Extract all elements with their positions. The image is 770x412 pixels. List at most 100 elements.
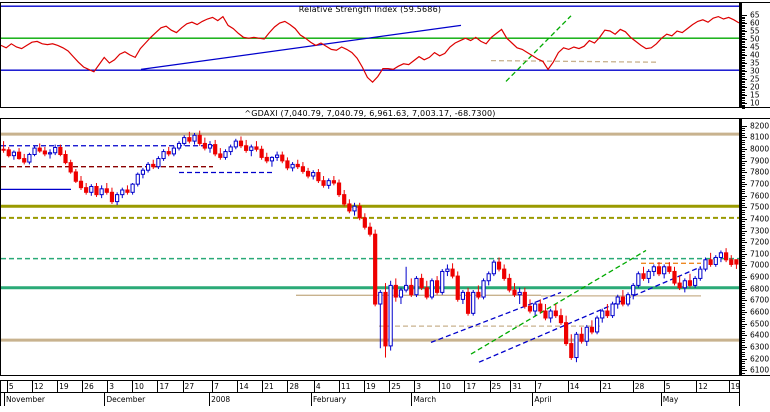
price-tick-6800 (742, 288, 747, 290)
candle-body (156, 158, 161, 168)
candle (207, 141, 213, 153)
candle (615, 294, 620, 309)
candle (625, 292, 631, 307)
rsi-minor-tick (742, 44, 745, 45)
candle (326, 178, 331, 189)
month-label-row: November December 2008 February March April Ma… (0, 393, 740, 406)
price-trendline-wedge-support-blue (478, 266, 702, 363)
price-tick-8200 (742, 125, 747, 127)
month-tick (104, 393, 106, 406)
candle-body (6, 149, 11, 157)
candle (187, 131, 192, 144)
candle-body (471, 291, 476, 314)
candle (275, 151, 280, 161)
price-minor-tick (742, 179, 745, 181)
month-label: February (312, 395, 347, 404)
candle-body (352, 205, 357, 212)
candle (543, 304, 548, 321)
candle (58, 144, 63, 157)
price-minor-tick (742, 200, 745, 202)
rsi-tick-label-10: 10 (750, 98, 760, 108)
candle (84, 183, 89, 195)
date-tick (57, 381, 59, 392)
price-minor-tick (742, 135, 745, 137)
price-panel[interactable]: ^GDAXI (7,040.79, 7,040.79, 6,961.63, 7,… (0, 109, 740, 376)
date-tick (632, 381, 634, 392)
candle-body (651, 266, 656, 272)
candle (32, 145, 37, 157)
price-tick-label-7900: 7900 (750, 155, 770, 165)
candle-body (558, 315, 564, 324)
candle-body (646, 270, 651, 279)
candle (89, 184, 94, 196)
date-label: 5 (8, 382, 14, 391)
price-minor-tick (742, 284, 745, 286)
rsi-minor-tick (742, 72, 745, 74)
candle-body (238, 140, 244, 147)
price-minor-tick (742, 328, 745, 330)
rsi-panel[interactable]: Relative Strength Index (59.5686) (0, 2, 740, 108)
candle-body (538, 303, 543, 312)
candle (682, 278, 687, 293)
candle-body (687, 280, 693, 286)
candle-body (496, 261, 502, 270)
price-tick-label-8100: 8100 (750, 132, 770, 142)
rsi-plot-area[interactable] (1, 3, 739, 107)
price-minor-tick (742, 302, 745, 304)
candle (388, 280, 393, 351)
candle-body (197, 134, 202, 144)
candle-body (53, 147, 58, 154)
candle (398, 287, 404, 305)
candle-body (667, 266, 672, 272)
price-minor-tick (742, 263, 745, 265)
candle (693, 276, 698, 288)
candle (357, 202, 362, 221)
rsi-tick-30 (742, 71, 747, 73)
price-minor-tick (742, 344, 745, 346)
candle-body (631, 284, 636, 296)
price-minor-tick (742, 258, 745, 260)
candle-body (693, 277, 698, 286)
price-minor-tick (742, 244, 745, 246)
rsi-tick-label-40: 40 (750, 50, 760, 60)
candle-body (440, 270, 445, 293)
rsi-tick-label-60: 60 (750, 18, 760, 28)
candle (182, 135, 187, 146)
candle-body (512, 289, 517, 296)
candle-body (166, 151, 171, 155)
rsi-minor-tick (742, 90, 745, 92)
candle (481, 278, 486, 300)
price-minor-tick (742, 274, 745, 276)
rsi-axis-spine (740, 3, 742, 107)
candle (130, 183, 135, 195)
date-tick (489, 381, 491, 392)
price-minor-tick (742, 256, 745, 258)
candle (718, 250, 724, 263)
price-plot-area[interactable] (1, 119, 739, 375)
candle-body (662, 266, 667, 275)
rsi-tick-60 (742, 23, 747, 25)
candle (579, 327, 584, 344)
date-label: 12 (698, 382, 708, 391)
rsi-minor-tick (742, 108, 745, 109)
rsi-minor-tick (742, 56, 745, 58)
candle (16, 148, 22, 160)
candle (254, 141, 259, 152)
candle-body (507, 277, 512, 291)
candle-body (295, 163, 300, 168)
price-minor-tick (742, 307, 745, 309)
candle-body (1, 148, 6, 151)
date-label: 19 (59, 382, 69, 391)
price-minor-tick (742, 332, 745, 334)
price-minor-tick (742, 235, 745, 237)
month-tick (660, 393, 662, 406)
candle-body (574, 333, 579, 359)
price-title: ^GDAXI (7,040.79, 7,040.79, 6,961.63, 7,… (244, 109, 496, 118)
date-label: 21 (602, 382, 612, 391)
candle-body (594, 317, 600, 333)
candle-body (11, 151, 17, 157)
candle-body (130, 183, 135, 193)
candle-body (347, 203, 352, 212)
candle (429, 278, 435, 300)
